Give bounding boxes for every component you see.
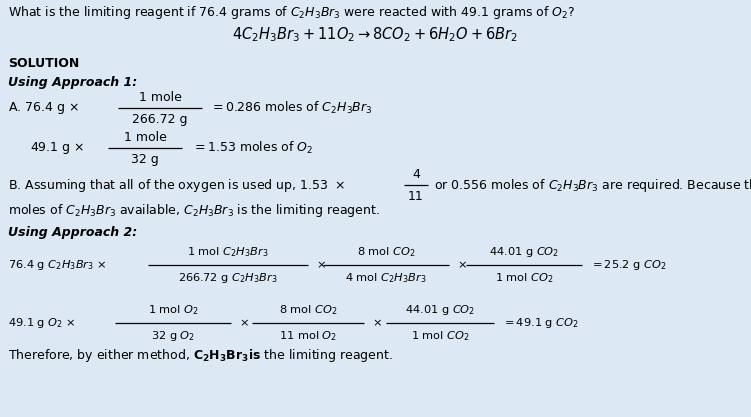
Text: 49.1 g $\times$: 49.1 g $\times$ xyxy=(30,140,84,156)
Text: 1 mole: 1 mole xyxy=(139,90,182,103)
Text: A. 76.4 g $\times$: A. 76.4 g $\times$ xyxy=(8,100,79,116)
Text: 32 g $O_2$: 32 g $O_2$ xyxy=(151,329,195,343)
Text: 266.72 g $C_2H_3Br_3$: 266.72 g $C_2H_3Br_3$ xyxy=(178,271,278,285)
Text: 11: 11 xyxy=(408,189,424,203)
Text: 8 mol $CO_2$: 8 mol $CO_2$ xyxy=(279,303,337,317)
Text: $\times$: $\times$ xyxy=(316,260,326,270)
Text: $\times$: $\times$ xyxy=(372,318,382,328)
Text: 4 mol $C_2H_3Br_3$: 4 mol $C_2H_3Br_3$ xyxy=(345,271,427,285)
Text: $= 0.286$ moles of $C_2H_3Br_3$: $= 0.286$ moles of $C_2H_3Br_3$ xyxy=(210,100,372,116)
Text: 11 mol $O_2$: 11 mol $O_2$ xyxy=(279,329,337,343)
Text: 76.4 g $C_2H_3Br_3$ $\times$: 76.4 g $C_2H_3Br_3$ $\times$ xyxy=(8,258,107,272)
Text: 1 mol $C_2H_3Br_3$: 1 mol $C_2H_3Br_3$ xyxy=(187,245,269,259)
Text: Using Approach 2:: Using Approach 2: xyxy=(8,226,137,239)
Text: or 0.556 moles of $C_2H_3Br_3$ are required. Because there are only 0.286: or 0.556 moles of $C_2H_3Br_3$ are requi… xyxy=(434,176,751,193)
Text: Therefore, by either method, $\mathbf{C_2H_3Br_3}$$\mathbf{is}$ the limiting rea: Therefore, by either method, $\mathbf{C_… xyxy=(8,347,393,364)
Text: What is the limiting reagent if 76.4 grams of $C_2H_3Br_3$ were reacted with 49.: What is the limiting reagent if 76.4 gra… xyxy=(8,3,575,20)
Text: 1 mol $O_2$: 1 mol $O_2$ xyxy=(147,303,198,317)
Text: 44.01 g $CO_2$: 44.01 g $CO_2$ xyxy=(489,245,559,259)
Text: $\times$: $\times$ xyxy=(457,260,467,270)
Text: 1 mol $CO_2$: 1 mol $CO_2$ xyxy=(495,271,553,285)
Text: $= 1.53$ moles of $O_2$: $= 1.53$ moles of $O_2$ xyxy=(192,140,313,156)
Text: 8 mol $CO_2$: 8 mol $CO_2$ xyxy=(357,245,415,259)
Text: $= 25.2$ g $CO_2$: $= 25.2$ g $CO_2$ xyxy=(590,258,666,272)
Text: SOLUTION: SOLUTION xyxy=(8,56,80,70)
Text: 266.72 g: 266.72 g xyxy=(132,113,188,126)
Text: B. Assuming that all of the oxygen is used up, $1.53\ \times$: B. Assuming that all of the oxygen is us… xyxy=(8,176,345,193)
Text: 1 mol $CO_2$: 1 mol $CO_2$ xyxy=(411,329,469,343)
Text: 32 g: 32 g xyxy=(131,153,159,166)
Text: moles of $C_2H_3Br_3$ available, $C_2H_3Br_3$ is the limiting reagent.: moles of $C_2H_3Br_3$ available, $C_2H_3… xyxy=(8,201,380,219)
Text: 4: 4 xyxy=(412,168,420,181)
Text: $4C_2H_3Br_3 + 11O_2 \rightarrow 8CO_2 + 6H_2O + 6Br_2$: $4C_2H_3Br_3 + 11O_2 \rightarrow 8CO_2 +… xyxy=(232,26,518,44)
Text: 49.1 g $O_2$ $\times$: 49.1 g $O_2$ $\times$ xyxy=(8,316,76,330)
Text: 1 mole: 1 mole xyxy=(124,131,167,143)
Text: $\times$: $\times$ xyxy=(239,318,249,328)
Text: 44.01 g $CO_2$: 44.01 g $CO_2$ xyxy=(405,303,475,317)
Text: $= 49.1$ g $CO_2$: $= 49.1$ g $CO_2$ xyxy=(502,316,579,330)
Text: Using Approach 1:: Using Approach 1: xyxy=(8,75,137,88)
